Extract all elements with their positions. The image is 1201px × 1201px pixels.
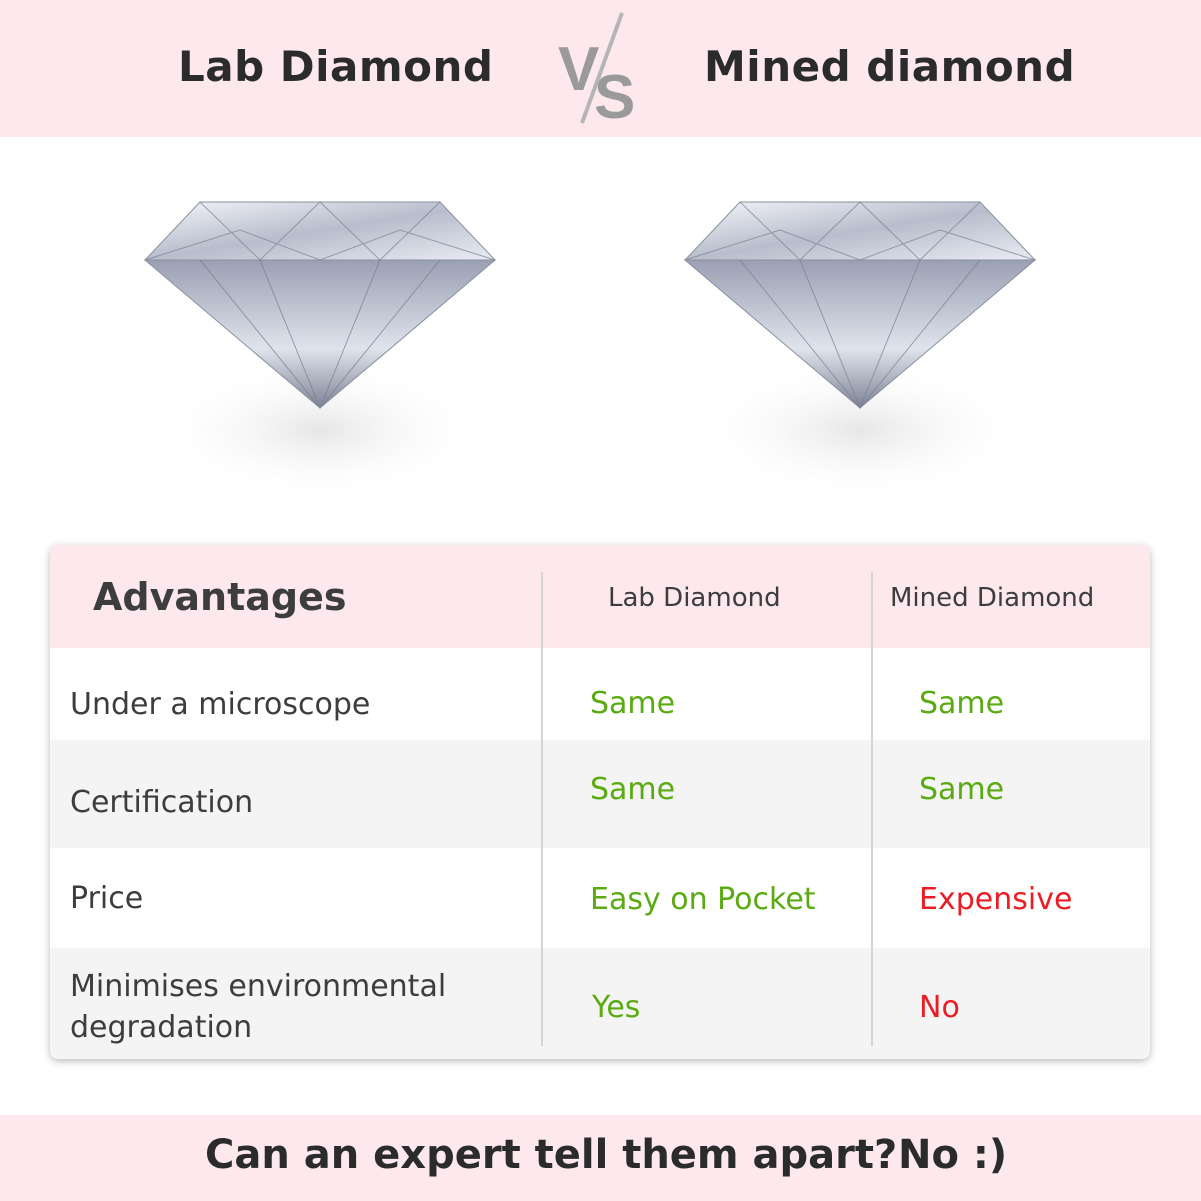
footer-answer: No :) (898, 1132, 1008, 1178)
row-label: Under a microscope (70, 687, 371, 722)
column-header-advantages: Advantages (93, 575, 347, 619)
lab-value: Yes (592, 990, 641, 1025)
table-row: Certification Same Same (50, 740, 1150, 848)
footer-banner (0, 1115, 1201, 1201)
column-divider (871, 572, 873, 1046)
table-row: Price Easy on Pocket Expensive (50, 848, 1150, 948)
mined-diamond-title: Mined diamond (704, 42, 1076, 91)
column-header-lab: Lab Diamond (608, 583, 781, 613)
lab-diamond-title: Lab Diamond (178, 42, 494, 91)
mined-value: Expensive (919, 882, 1073, 917)
table-header-row: Advantages Lab Diamond Mined Diamond (50, 545, 1150, 648)
row-label: Certification (70, 785, 254, 820)
row-label: Price (70, 881, 144, 916)
lab-value: Same (590, 772, 676, 807)
row-label-line2: degradation (70, 1010, 253, 1045)
mined-diamond-image (683, 201, 1037, 500)
mined-value: Same (919, 686, 1005, 721)
column-divider (541, 572, 543, 1046)
lab-diamond-image (143, 201, 497, 500)
lab-value: Easy on Pocket (590, 882, 816, 917)
lab-value: Same (590, 686, 676, 721)
mined-value: Same (919, 772, 1005, 807)
vs-logo: V S (558, 12, 635, 128)
row-label-line1: Minimises environmental (70, 969, 447, 1004)
mined-value: No (919, 990, 960, 1025)
column-header-mined: Mined Diamond (890, 583, 1095, 613)
footer-question: Can an expert tell them apart? (205, 1132, 898, 1178)
table-row: Minimises environmental degradation Yes … (50, 948, 1150, 1059)
comparison-table: Advantages Lab Diamond Mined Diamond Und… (50, 545, 1150, 1059)
table-row: Under a microscope Same Same (50, 648, 1150, 740)
